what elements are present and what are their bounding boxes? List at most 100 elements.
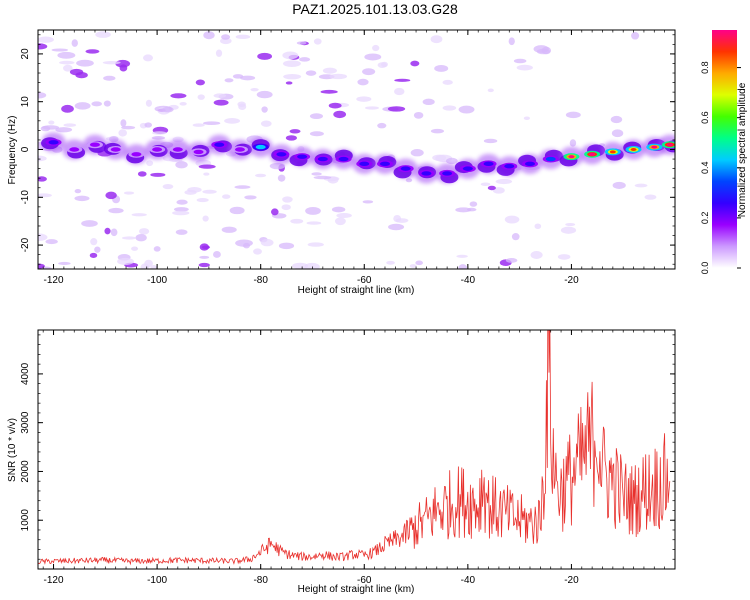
ridge-peak: [214, 142, 225, 147]
spectrogram-noise-blob: [271, 208, 279, 216]
spectrogram-panel: -120 -100 -80 -60 -40 -20 20 10 0 -10 -20 Height …: [7, 29, 676, 296]
ridge-peak: [317, 156, 328, 162]
spectrogram-noise-blob: [320, 89, 338, 94]
spectrogram-noise-blob: [313, 38, 322, 45]
spectrogram-noise-blob: [108, 207, 124, 214]
colorbar-gradient-bar: [712, 30, 737, 268]
spectrogram-noise-blob: [224, 118, 241, 124]
spectrogram-noise-blob: [387, 106, 406, 112]
ridge-peak: [400, 166, 411, 171]
y-tick-label: 1000: [20, 509, 31, 532]
spectrogram-noise-blob: [213, 99, 229, 106]
spectrogram-y-axis: 20 10 0 -10 -20: [20, 34, 675, 265]
spectrogram-noise-blob: [487, 185, 496, 191]
ridge-hotspot: [609, 150, 616, 154]
spectrogram-noise-blob: [455, 207, 472, 213]
spectrogram-noise-blob: [102, 60, 121, 65]
spectrogram-noise-blob: [144, 122, 153, 128]
x-tick-label: -120: [44, 275, 64, 286]
spectrogram-noise-blob: [487, 88, 494, 93]
spectrogram-noise-blob: [175, 229, 188, 235]
spectrogram-noise-blob: [409, 264, 417, 268]
spectrogram-noise-blob: [305, 70, 317, 76]
colorbar-tick-label: 0.8: [700, 61, 710, 74]
snr-series-line: [38, 330, 671, 566]
spectrogram-noise-blob: [333, 110, 347, 119]
snr-frame: [37, 329, 676, 570]
spectrogram-noise-blob: [229, 206, 245, 215]
spectrogram-noise-blob: [195, 79, 205, 86]
x-tick-label: -80: [253, 275, 268, 286]
spectrogram-noise-blob: [220, 37, 232, 45]
spectrogram-noise-blob: [309, 113, 323, 120]
spectrogram-noise-blob: [631, 32, 640, 40]
spectrogram-noise-blob: [313, 175, 332, 180]
spectrogram-noise-blob: [203, 31, 215, 40]
spectrogram-noise-blob: [309, 131, 324, 137]
spectrogram-noise-blob: [393, 214, 402, 223]
spectrogram-noise-blob: [634, 183, 648, 188]
spectrogram-noise-blob: [410, 149, 424, 157]
spectrogram-noise-blob: [38, 155, 47, 162]
spectrogram-noise-blob: [203, 121, 221, 126]
spectrogram-noise-blob: [328, 102, 342, 109]
spectrogram-noise-blob: [298, 57, 311, 62]
spectrogram-noise-blob: [256, 90, 273, 99]
spectrogram-noise-blob: [81, 220, 98, 227]
x-tick-label: -40: [461, 575, 476, 586]
spectrogram-noise-blob: [235, 239, 253, 247]
spectrogram-noise-blob: [121, 236, 137, 240]
spectrogram-noise-blob: [120, 119, 127, 127]
spectrogram-noise-blob: [162, 183, 174, 190]
spectrogram-noise-blob: [285, 81, 293, 85]
spectrogram-noise-blob: [95, 31, 111, 38]
spectrogram-noise-blob: [202, 215, 209, 222]
spectrogram-noise-blob: [104, 227, 111, 235]
colorbar-tick-label: 0.2: [700, 212, 710, 225]
spectrogram-noise-blob: [74, 189, 82, 194]
spectrogram-noise-blob: [110, 228, 118, 237]
spectrogram-noise-blob: [415, 260, 423, 266]
y-tick-label: -20: [20, 237, 31, 252]
spectrogram-noise-blob: [277, 174, 286, 182]
spectrogram-noise-blob: [201, 245, 211, 250]
spectrogram-noise-blob: [365, 106, 379, 110]
spectrogram-noise-blob: [138, 228, 150, 235]
spectrogram-noise-blob: [495, 178, 513, 185]
spectrogram-noise-blob: [410, 60, 420, 67]
spectrogram-noise-blob: [356, 96, 372, 102]
spectrogram-noise-blob: [283, 73, 302, 80]
spectrogram-noise-blob: [103, 75, 116, 81]
spectrogram-noise-blob: [57, 51, 76, 59]
ridge-peak: [172, 147, 183, 152]
colorbar-label: Normalized spectral amplitude: [737, 82, 748, 217]
spectrogram-noise-blob: [278, 242, 295, 250]
spectrogram-noise-blob: [557, 254, 571, 260]
spectrogram-noise-blob: [94, 246, 101, 253]
colorbar-tick-label: 0.4: [700, 162, 710, 175]
y-tick-label: 20: [20, 48, 31, 60]
spectrogram-noise-blob: [38, 43, 48, 50]
spectrogram-noise-blob: [244, 195, 257, 200]
spectrogram-noise-blob: [213, 93, 227, 98]
ridge-peak: [421, 171, 432, 176]
spectrogram-noise-blob: [523, 116, 530, 120]
spectrogram-noise-blob: [504, 215, 520, 224]
spectrogram-noise-blob: [569, 139, 577, 147]
spectrogram-noise-blob: [38, 36, 54, 43]
ridge-peak: [131, 152, 142, 157]
spectrogram-x-axis: -120 -100 -80 -60 -40 -20: [42, 30, 676, 286]
spectrogram-noise-blob: [306, 221, 322, 225]
spectrogram-noise-blob: [282, 196, 293, 203]
spectrogram-noise-blob: [253, 248, 262, 255]
ridge-peak: [255, 144, 266, 150]
spectrogram-noise-blob: [150, 265, 158, 269]
spectrogram-noise-blob: [469, 201, 478, 207]
spectrogram-noise-blob: [55, 127, 73, 133]
colorbar-tick-label: 0.6: [700, 111, 710, 124]
spectrogram-noise-blob: [144, 259, 153, 268]
spectrogram-noise-blob: [90, 238, 98, 246]
ridge-hotspot: [666, 143, 673, 147]
spectrogram-noise-blob: [377, 62, 387, 69]
